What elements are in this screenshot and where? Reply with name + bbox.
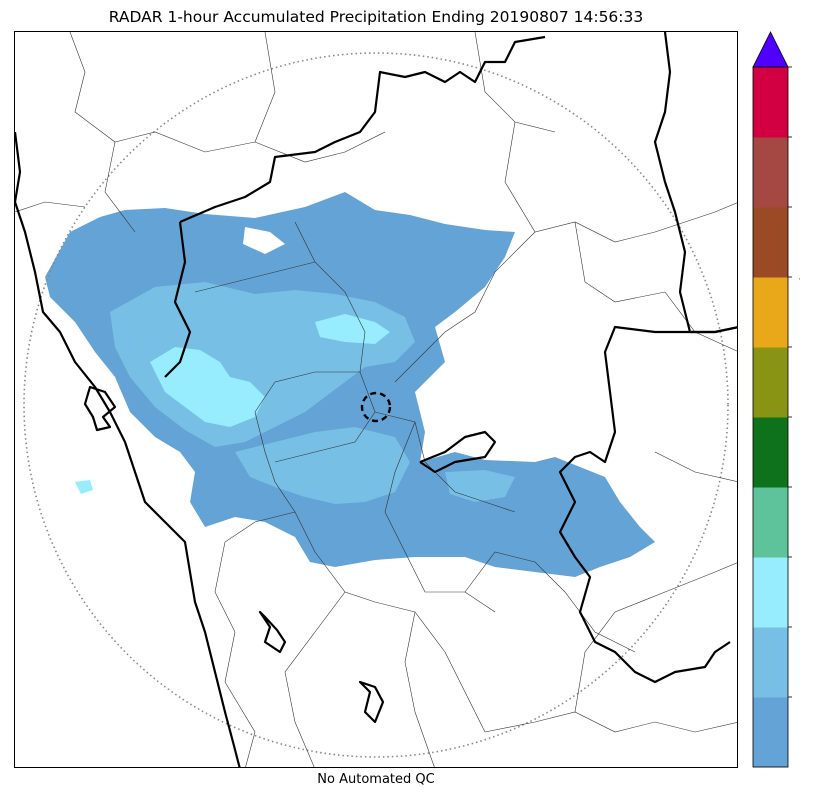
state-boundaries — [15, 32, 737, 767]
colorbar-segments — [752, 31, 789, 768]
colorbar-tick-label: 5 — [799, 551, 800, 566]
precip-gap-north — [243, 227, 285, 254]
colorbar-tick-label: 40 — [799, 271, 800, 286]
precip-level-5c — [75, 480, 93, 494]
precip-gap-east — [433, 357, 590, 450]
colorbar-tick-label: 1 — [799, 691, 800, 706]
district-boundaries — [15, 32, 737, 767]
colorbar-segment — [753, 347, 788, 418]
colorbar-tick-label: 50 — [799, 201, 800, 216]
colorbar-segment — [753, 697, 788, 768]
colorbar-tick-label: 60 — [799, 131, 800, 146]
map-canvas — [15, 32, 737, 767]
colorbar-tick-label: 2 — [799, 621, 800, 636]
colorbar-segment — [753, 417, 788, 488]
colorbar-segment — [753, 207, 788, 278]
range-ring — [23, 52, 729, 758]
colorbar: 1 2 5 10 20 30 40 50 60 70 — [752, 31, 800, 768]
colorbar-segment — [753, 557, 788, 628]
radar-site-marker — [360, 391, 392, 423]
colorbar-ticks: 1 2 5 10 20 30 40 50 60 70 — [788, 61, 800, 706]
colorbar-segment — [753, 487, 788, 558]
precip-level-5b — [315, 314, 390, 344]
colorbar-segment — [753, 137, 788, 208]
precip-level-5 — [150, 347, 265, 427]
colorbar-segment — [753, 277, 788, 348]
colorbar-extend-arrow — [752, 31, 789, 68]
map-title: RADAR 1-hour Accumulated Precipitation E… — [108, 8, 644, 26]
colorbar-tick-label: 30 — [799, 341, 800, 356]
precip-level-2c — [445, 470, 515, 502]
precip-level-2b — [235, 427, 410, 504]
precip-field — [45, 192, 655, 577]
colorbar-tick-label: 70 — [799, 61, 800, 76]
radar-map[interactable] — [14, 31, 738, 768]
colorbar-tick-label: 10 — [799, 481, 800, 496]
colorbar-segment — [753, 627, 788, 698]
colorbar-segment — [753, 67, 788, 138]
colorbar-tick-label: 20 — [799, 411, 800, 426]
qc-note: No Automated QC — [317, 772, 435, 787]
